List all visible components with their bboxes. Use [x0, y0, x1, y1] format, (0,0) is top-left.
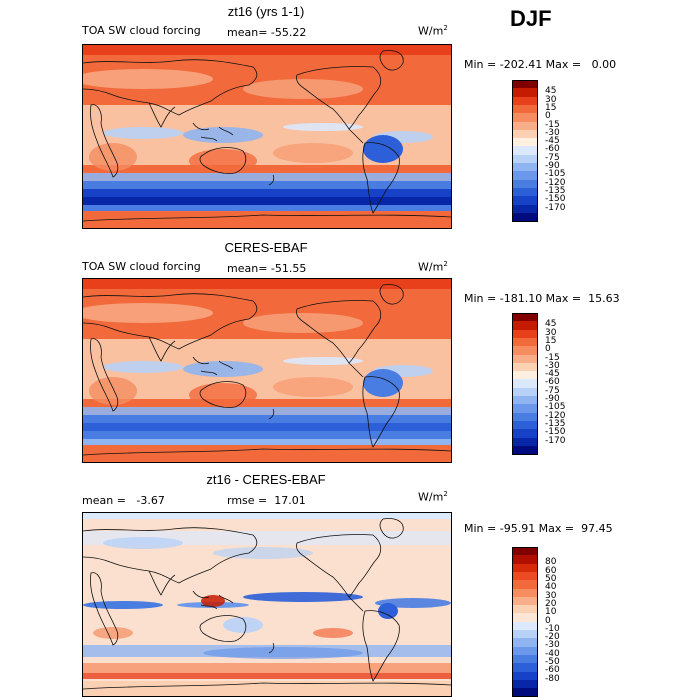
colorbar-tick-label: -45: [545, 369, 560, 380]
colorbar-tick-label: -150: [545, 194, 566, 205]
colorbar-tick-label: -50: [545, 657, 560, 668]
panel-1-range: Min = -202.41 Max = 0.00: [464, 58, 617, 71]
colorbar-tick-label: -15: [545, 119, 560, 130]
panel-2-variable: TOA SW cloud forcing: [82, 260, 201, 273]
panel-2-map: [82, 278, 452, 463]
colorbar-tick-label: -20: [545, 632, 560, 643]
colorbar-tick-label: 40: [545, 582, 557, 593]
panel-3-map: [82, 512, 452, 697]
panel-3-mean: mean = -3.67: [82, 494, 165, 507]
colorbar-tick-label: 30: [545, 327, 557, 338]
colorbar-tick-label: 30: [545, 94, 557, 105]
colorbar-tick-label: -15: [545, 352, 560, 363]
colorbar-tick-label: 15: [545, 335, 557, 346]
colorbar-tick-label: -90: [545, 394, 560, 404]
colorbar-tick-label: -30: [545, 640, 560, 651]
panel-1-mean: mean= -55.22: [227, 26, 307, 39]
panel-2-unit: W/m2: [418, 260, 448, 274]
colorbar-tick-label: 80: [545, 557, 557, 568]
panel-3-unit: W/m2: [418, 490, 448, 504]
colorbar-tick-label: -60: [545, 144, 560, 155]
colorbar-tick-label: 0: [545, 615, 551, 626]
colorbar-tick-label: 50: [545, 574, 557, 585]
colorbar-tick-label: 15: [545, 102, 557, 113]
season-label: DJF: [510, 6, 552, 31]
panel-2-mean: mean= -51.55: [227, 262, 307, 275]
colorbar-tick-label: 30: [545, 590, 557, 601]
colorbar-tick-label: -45: [545, 136, 560, 147]
colorbar-tick-label: -75: [545, 152, 560, 163]
colorbar-tick-label: -30: [545, 127, 560, 138]
colorbar-tick-label: -135: [545, 418, 566, 429]
colorbar-tick-label: -170: [545, 202, 566, 213]
colorbar-tick-label: -150: [545, 427, 566, 438]
colorbar-frame: [512, 547, 538, 698]
colorbar-tick-label: -105: [545, 169, 566, 180]
colorbar-tick-label: 0: [545, 344, 551, 355]
colorbar-tick-label: 0: [545, 111, 551, 122]
panel-1-variable: TOA SW cloud forcing: [82, 24, 201, 37]
colorbar-tick-label: 45: [545, 319, 557, 330]
panel-1-title: zt16 (yrs 1-1): [227, 4, 305, 19]
colorbar-tick-label: 45: [545, 86, 557, 97]
colorbar-tick-label: -105: [545, 402, 566, 413]
colorbar-tick-label: -10: [545, 623, 560, 634]
colorbar-tick-label: -60: [545, 665, 560, 676]
colorbar-tick-label: -60: [545, 377, 560, 388]
colorbar-tick-label: 60: [545, 565, 557, 576]
panel-1-unit: W/m2: [418, 24, 448, 38]
panel-2-title: CERES-EBAF: [224, 240, 308, 255]
colorbar-frame: [512, 80, 538, 223]
colorbar-tick-label: -120: [545, 410, 566, 421]
colorbar-tick-label: -30: [545, 360, 560, 371]
colorbar-tick-label: -80: [545, 673, 560, 684]
colorbar-tick-label: 20: [545, 598, 557, 609]
colorbar-tick-label: -40: [545, 648, 560, 659]
panel-3-title: zt16 - CERES-EBAF: [206, 472, 326, 487]
panel-3-rmse: rmse = 17.01: [227, 494, 306, 507]
colorbar-tick-label: -135: [545, 185, 566, 196]
colorbar-tick-label: 10: [545, 607, 557, 618]
colorbar-tick-label: -90: [545, 161, 560, 171]
colorbar-tick-label: -120: [545, 177, 566, 188]
colorbar-tick-label: -75: [545, 385, 560, 396]
panel-3-range: Min = -95.91 Max = 97.45: [464, 522, 613, 535]
colorbar-frame: [512, 313, 538, 456]
panel-2-range: Min = -181.10 Max = 15.63: [464, 292, 620, 305]
colorbar-tick-label: -170: [545, 435, 566, 446]
panel-1-map: [82, 44, 452, 229]
